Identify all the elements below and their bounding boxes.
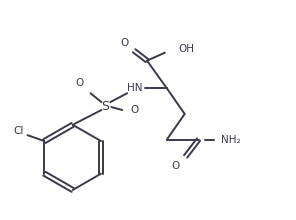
- Text: HN: HN: [127, 83, 143, 93]
- Text: OH: OH: [179, 44, 195, 54]
- Text: Cl: Cl: [13, 126, 24, 136]
- Text: O: O: [130, 105, 138, 115]
- Text: O: O: [75, 78, 84, 88]
- Text: S: S: [102, 100, 110, 113]
- Text: NH₂: NH₂: [221, 135, 241, 145]
- Text: O: O: [172, 161, 180, 171]
- Text: O: O: [120, 38, 128, 48]
